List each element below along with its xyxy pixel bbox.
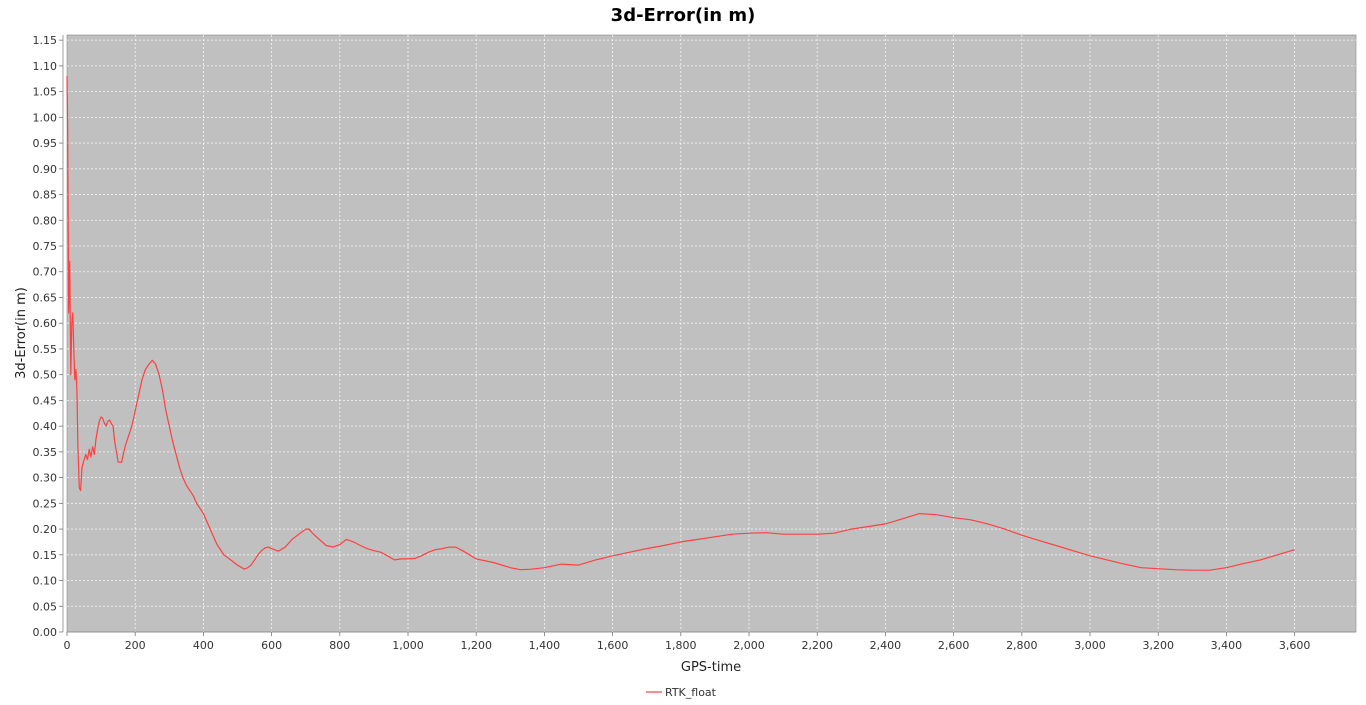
y-tick-label: 0.15	[33, 549, 58, 562]
y-tick-label: 0.45	[33, 394, 58, 407]
x-tick-label: 2,800	[1006, 639, 1038, 652]
y-tick-label: 0.30	[33, 472, 58, 485]
y-tick-label: 0.85	[33, 189, 58, 202]
x-tick-label: 400	[193, 639, 214, 652]
x-tick-label: 600	[261, 639, 282, 652]
y-tick-label: 1.15	[33, 34, 58, 47]
grid-lines	[67, 35, 1356, 632]
y-tick-label: 0.40	[33, 420, 58, 433]
x-tick-label: 3,400	[1211, 639, 1243, 652]
y-tick-label: 0.10	[33, 575, 58, 588]
y-tick-label: 0.70	[33, 266, 58, 279]
y-tick-label: 0.95	[33, 137, 58, 150]
y-tick-label: 0.50	[33, 369, 58, 382]
y-tick-label: 0.20	[33, 523, 58, 536]
x-tick-label: 1,000	[392, 639, 424, 652]
x-tick-label: 2,000	[733, 639, 765, 652]
chart-title: 3d-Error(in m)	[611, 5, 756, 26]
x-tick-label: 3,000	[1074, 639, 1106, 652]
x-axis-label: GPS-time	[681, 660, 741, 675]
y-tick-label: 0.35	[33, 446, 58, 459]
x-tick-label: 2,400	[870, 639, 902, 652]
y-tick-label: 1.10	[33, 60, 58, 73]
y-tick-label: 0.65	[33, 291, 58, 304]
plot-area	[66, 34, 1357, 633]
x-tick-label: 1,400	[529, 639, 561, 652]
x-ticks: 0 200 400 600 800 1,000 1,200 1,400 1,600 1,800 2,…	[64, 632, 1311, 652]
y-tick-label: 0.90	[33, 163, 58, 176]
axes	[62, 35, 1356, 633]
legend: RTK_float	[646, 686, 717, 699]
y-tick-label: 0.25	[33, 497, 58, 510]
y-axis-label: 3d-Error(in m)	[14, 287, 29, 379]
y-tick-label: 1.00	[33, 111, 58, 124]
x-tick-label: 2,200	[801, 639, 833, 652]
y-ticks: 0.00 0.05 0.10 0.15 0.20 0.25 0.30 0.35 0.40 0.45…	[33, 34, 63, 639]
y-tick-label: 0.60	[33, 317, 58, 330]
y-tick-label: 1.05	[33, 86, 58, 99]
y-tick-label: 0.80	[33, 214, 58, 227]
x-tick-label: 2,600	[938, 639, 970, 652]
x-tick-label: 0	[64, 639, 71, 652]
x-tick-label: 1,200	[460, 639, 492, 652]
x-tick-label: 800	[329, 639, 350, 652]
y-tick-label: 0.00	[33, 626, 58, 639]
y-tick-label: 0.05	[33, 600, 58, 613]
x-tick-label: 1,600	[597, 639, 629, 652]
series-lines	[66, 76, 1295, 571]
y-tick-label: 0.75	[33, 240, 58, 253]
x-tick-label: 1,800	[665, 639, 697, 652]
series-line-rtk-float	[66, 76, 1295, 571]
y-tick-label: 0.55	[33, 343, 58, 356]
x-tick-label: 3,200	[1142, 639, 1174, 652]
legend-label: RTK_float	[665, 686, 717, 699]
x-tick-label: 200	[125, 639, 146, 652]
x-tick-label: 3,600	[1279, 639, 1311, 652]
